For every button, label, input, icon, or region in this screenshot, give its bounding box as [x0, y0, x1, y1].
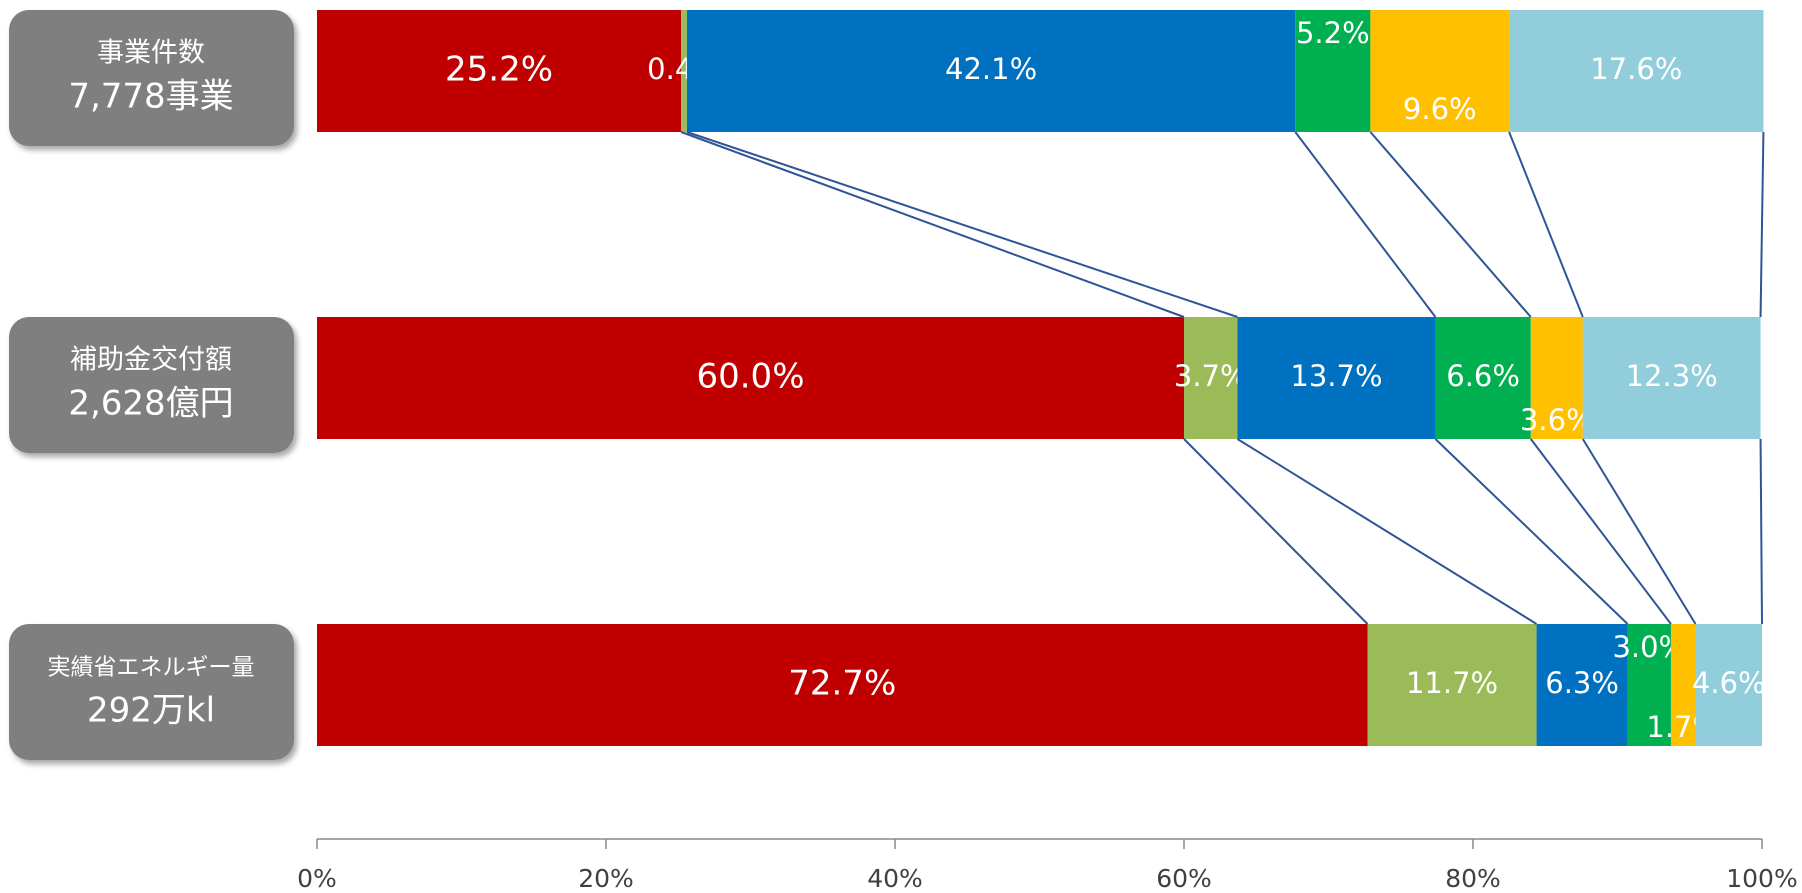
connector: [680, 131, 1185, 318]
value-label: 5.2%: [1296, 16, 1370, 50]
value-label: 13.7%: [1290, 359, 1382, 393]
x-tick-label: 0%: [297, 864, 337, 893]
bar-segment: [1695, 624, 1762, 746]
connector: [1530, 438, 1672, 625]
connector: [1183, 438, 1369, 625]
connector: [1581, 438, 1697, 625]
category-value: 7,778事業: [68, 77, 233, 117]
value-label: 3.6%: [1520, 403, 1594, 437]
bar-segment: [1582, 317, 1761, 439]
bar-segment: [1435, 317, 1531, 439]
bar-segment: [686, 10, 1296, 132]
value-label: 12.3%: [1626, 359, 1718, 393]
category-box: [9, 10, 294, 146]
connector: [1434, 438, 1629, 625]
value-label: 6.6%: [1446, 359, 1520, 393]
x-tick-label: 60%: [1156, 864, 1212, 893]
bar-segment: [1370, 10, 1510, 132]
category-value: 292万kl: [87, 691, 215, 731]
x-tick-label: 80%: [1445, 864, 1501, 893]
value-label: 17.6%: [1590, 52, 1682, 86]
category-value: 2,628億円: [68, 384, 233, 424]
x-tick-label: 40%: [867, 864, 923, 893]
value-label: 4.6%: [1692, 666, 1766, 700]
bar-segment: [1627, 624, 1671, 746]
connector: [1759, 131, 1765, 318]
connector: [1369, 131, 1532, 318]
value-label: 72.7%: [788, 664, 896, 704]
connector: [686, 131, 1238, 318]
category-box: [9, 624, 294, 760]
bar-segment: [1237, 317, 1436, 439]
bar-segment: [1530, 317, 1583, 439]
x-tick-label: 100%: [1726, 864, 1797, 893]
value-label: 6.3%: [1545, 666, 1619, 700]
bar-segment: [1295, 10, 1371, 132]
bar-segment: [317, 624, 1368, 746]
value-label: 9.6%: [1403, 92, 1477, 126]
connector: [1759, 438, 1763, 625]
bar-segment: [1367, 624, 1537, 746]
value-label: 11.7%: [1406, 666, 1498, 700]
bar-segment: [1184, 317, 1238, 439]
category-label: 補助金交付額: [70, 345, 232, 376]
bar-segment: [1670, 624, 1696, 746]
value-label: 42.1%: [945, 52, 1037, 86]
value-label: 3.7%: [1174, 359, 1248, 393]
connector: [1236, 438, 1538, 625]
connector: [1508, 131, 1584, 318]
category-box: [9, 317, 294, 453]
bar-segment: [317, 317, 1184, 439]
value-label: 60.0%: [696, 357, 804, 397]
bar-segment: [681, 10, 687, 132]
category-label: 実績省エネルギー量: [48, 655, 255, 681]
bar-segment: [1509, 10, 1764, 132]
category-label: 事業件数: [97, 38, 205, 69]
bar-segment: [317, 10, 682, 132]
x-tick-label: 20%: [578, 864, 634, 893]
value-label: 25.2%: [445, 50, 553, 90]
bar-segment: [1536, 624, 1628, 746]
connector: [1294, 131, 1437, 318]
